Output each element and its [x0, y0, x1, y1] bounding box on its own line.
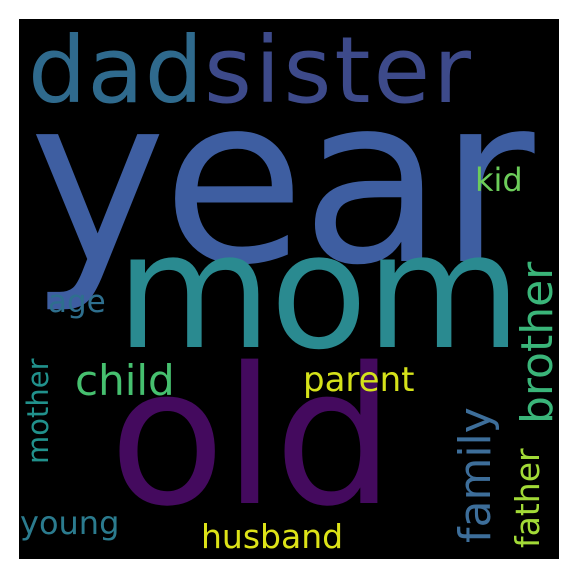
word-parent: parent: [303, 360, 415, 400]
word-sister: sister: [204, 19, 474, 124]
word-dad: dad: [28, 19, 205, 124]
word-kid: kid: [475, 161, 523, 199]
word-child: child: [75, 356, 175, 405]
word-year: year: [29, 46, 535, 316]
word-brother: brother: [512, 261, 559, 424]
word-husband: husband: [201, 517, 344, 556]
word-cloud: year mom old dad sister child parent hus…: [19, 19, 559, 559]
word-age: age: [48, 284, 106, 320]
word-family: family: [450, 407, 501, 543]
word-old: old: [109, 327, 395, 548]
word-father: father: [508, 448, 547, 548]
word-young: young: [20, 504, 120, 542]
word-mother: mother: [21, 358, 55, 464]
word-mom: mom: [116, 198, 522, 385]
